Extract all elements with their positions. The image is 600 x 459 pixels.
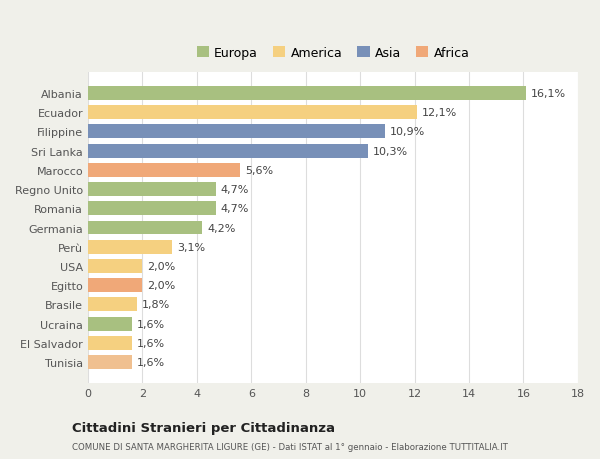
Text: 4,7%: 4,7% [221, 185, 249, 195]
Bar [88, 87, 526, 101]
Bar [88, 355, 131, 369]
Bar [88, 125, 385, 139]
Legend: Europa, America, Asia, Africa: Europa, America, Asia, Africa [193, 43, 473, 63]
Bar [88, 241, 172, 254]
Text: 1,8%: 1,8% [142, 300, 170, 310]
Text: 2,0%: 2,0% [148, 280, 176, 291]
Bar [88, 106, 418, 120]
Text: 12,1%: 12,1% [422, 108, 457, 118]
Bar [88, 259, 142, 273]
Bar [88, 279, 142, 292]
Text: 1,6%: 1,6% [136, 357, 164, 367]
Bar [88, 163, 241, 177]
Text: 10,9%: 10,9% [389, 127, 425, 137]
Text: 10,3%: 10,3% [373, 146, 409, 156]
Bar [88, 202, 216, 216]
Bar [88, 317, 131, 331]
Text: 4,2%: 4,2% [207, 223, 236, 233]
Text: 16,1%: 16,1% [531, 89, 566, 99]
Bar [88, 183, 216, 196]
Text: 5,6%: 5,6% [245, 166, 274, 175]
Text: 4,7%: 4,7% [221, 204, 249, 214]
Text: 2,0%: 2,0% [148, 261, 176, 271]
Text: 1,6%: 1,6% [136, 338, 164, 348]
Text: Cittadini Stranieri per Cittadinanza: Cittadini Stranieri per Cittadinanza [72, 421, 335, 434]
Text: 1,6%: 1,6% [136, 319, 164, 329]
Bar [88, 298, 137, 312]
Text: 3,1%: 3,1% [177, 242, 205, 252]
Bar [88, 336, 131, 350]
Text: COMUNE DI SANTA MARGHERITA LIGURE (GE) - Dati ISTAT al 1° gennaio - Elaborazione: COMUNE DI SANTA MARGHERITA LIGURE (GE) -… [72, 442, 508, 451]
Bar [88, 221, 202, 235]
Bar [88, 145, 368, 158]
